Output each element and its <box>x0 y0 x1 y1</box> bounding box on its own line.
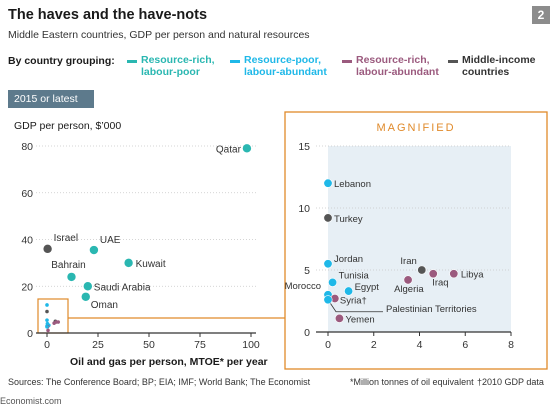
mag-y-tick-label: 15 <box>298 141 310 153</box>
magnified-region-box <box>37 298 69 334</box>
legend-swatch <box>230 60 240 63</box>
mag-x-tick-label: 6 <box>462 339 468 351</box>
x-axis-label: Oil and gas per person, MTOE* per year <box>70 356 268 368</box>
mag-point-palestinian-territories <box>323 295 333 305</box>
magnified-grid <box>316 145 512 336</box>
legend-swatch <box>342 60 352 63</box>
mag-point-label: Egypt <box>355 282 380 293</box>
legend-label: Middle-income countries <box>462 54 536 78</box>
magnified-plot-background <box>328 146 511 332</box>
main-point-uae <box>89 245 99 255</box>
legend-label: Resource-rich, labour-abundant <box>356 54 439 78</box>
main-y-tick-label: 40 <box>21 235 33 247</box>
main-point-label: Saudi Arabia <box>94 282 151 293</box>
legend-swatch <box>127 60 137 63</box>
legend-item-rich-poor: Resource-rich, labour-poor <box>127 54 215 78</box>
magnified-label: MAGNIFIED <box>376 122 455 134</box>
legend-label: Resource-rich, labour-poor <box>141 54 215 78</box>
sources-note: Sources: The Conference Board; BP; EIA; … <box>8 377 311 387</box>
main-point-saudi-arabia <box>83 282 93 291</box>
main-mini-point <box>45 303 49 307</box>
main-point-label: Oman <box>91 300 118 311</box>
main-mini-point <box>56 320 61 324</box>
mag-x-tick-label: 4 <box>417 339 423 351</box>
mag-point-lebanon <box>323 178 333 188</box>
main-y-tick-label: 20 <box>21 281 33 293</box>
main-point-label: Israel <box>54 233 78 244</box>
leader-line <box>327 299 383 313</box>
main-y-tick-label: 60 <box>21 188 33 200</box>
main-mini-point <box>45 318 49 322</box>
chart-title: The haves and the have-nots <box>8 7 208 23</box>
main-point-kuwait <box>124 258 133 268</box>
main-mini-point <box>46 328 50 333</box>
mag-x-tick-label: 8 <box>508 339 514 351</box>
mag-point-label: Iraq <box>432 278 448 289</box>
main-point-qatar <box>242 144 252 153</box>
mag-point-tunisia <box>328 277 338 287</box>
legend-title: By country grouping: <box>8 55 115 67</box>
magnified-panel-border <box>284 111 548 370</box>
magnified-points: Lebanon Turkey Jordan Tunisia Morocco Egypt Sy… <box>285 178 484 325</box>
mag-point-turkey <box>323 213 333 223</box>
mag-y-tick-label: 5 <box>304 265 310 277</box>
main-x-tick-label: 75 <box>194 339 206 351</box>
mag-y-tick-label: 0 <box>304 327 310 339</box>
mag-x-tick-label: 0 <box>325 339 331 351</box>
main-point-label: Kuwait <box>136 259 166 270</box>
mag-point-yemen <box>334 313 344 323</box>
main-x-tick-label: 100 <box>242 339 260 351</box>
mag-y-tick-label: 10 <box>298 203 310 215</box>
mag-point-libya <box>449 269 459 279</box>
mag-point-label: Yemen <box>345 314 374 325</box>
mag-point-label: Jordan <box>334 254 363 265</box>
main-y-tick-label: 0 <box>27 328 33 340</box>
main-grid <box>36 145 256 337</box>
y-axis-label: GDP per person, $’000 <box>14 120 122 132</box>
main-x-tick-label: 0 <box>44 339 50 351</box>
main-point-oman <box>81 292 90 301</box>
legend-label: Resource-poor, labour-abundant <box>244 54 327 78</box>
mag-point-iraq <box>428 269 438 279</box>
chart-subtitle: Middle Eastern countries, GDP per person… <box>8 29 310 41</box>
mag-point-label: Libya <box>461 270 484 281</box>
main-mini-point <box>45 309 49 314</box>
site-credit: Economist.com <box>0 396 62 406</box>
main-y-tick-label: 80 <box>21 141 33 153</box>
mag-point-algeria <box>403 275 413 285</box>
legend-swatch <box>448 60 458 63</box>
main-points: Qatar Israel UAE Kuwait Bahrain Saudi Arabia O… <box>43 144 252 333</box>
mag-point-iran <box>417 265 427 275</box>
main-x-tick-label: 50 <box>143 339 155 351</box>
mag-point-egypt <box>344 286 354 296</box>
main-point-label: UAE <box>100 235 121 246</box>
mag-point-label: Syria† <box>340 296 367 307</box>
main-point-bahrain <box>67 272 76 282</box>
main-tick-labels: 0 20 40 60 80 0 25 50 75 100 <box>21 141 260 351</box>
mag-point-jordan <box>323 259 333 269</box>
mag-x-tick-label: 2 <box>371 339 377 351</box>
mag-point-label: Algeria <box>394 284 424 295</box>
magnified-tick-labels: 0 5 10 15 0 2 4 6 8 <box>298 141 514 351</box>
main-mini-point <box>45 325 49 329</box>
legend-item-poor-abundant: Resource-poor, labour-abundant <box>230 54 327 78</box>
figure-number-badge: 2 <box>532 6 550 24</box>
mag-point-label: Morocco <box>285 281 321 292</box>
mag-point-label: Lebanon <box>334 179 371 190</box>
mag-point-label: Tunisia <box>339 270 370 281</box>
footnote-mtoe: *Million tonnes of oil equivalent <box>350 377 474 387</box>
main-x-tick-label: 25 <box>92 339 104 351</box>
footnote-gdp: †2010 GDP data <box>477 377 544 387</box>
mag-point-label: Iran <box>400 256 416 267</box>
main-point-label: Qatar <box>216 144 242 155</box>
mag-point-label: Palestinian Territories <box>386 304 477 315</box>
year-badge: 2015 or latest <box>8 90 94 108</box>
main-point-label: Bahrain <box>51 260 85 271</box>
mag-point-label: Turkey <box>334 214 363 225</box>
legend-item-rich-abundant: Resource-rich, labour-abundant <box>342 54 439 78</box>
legend-item-middle-income: Middle-income countries <box>448 54 536 78</box>
main-point-israel <box>43 244 52 254</box>
